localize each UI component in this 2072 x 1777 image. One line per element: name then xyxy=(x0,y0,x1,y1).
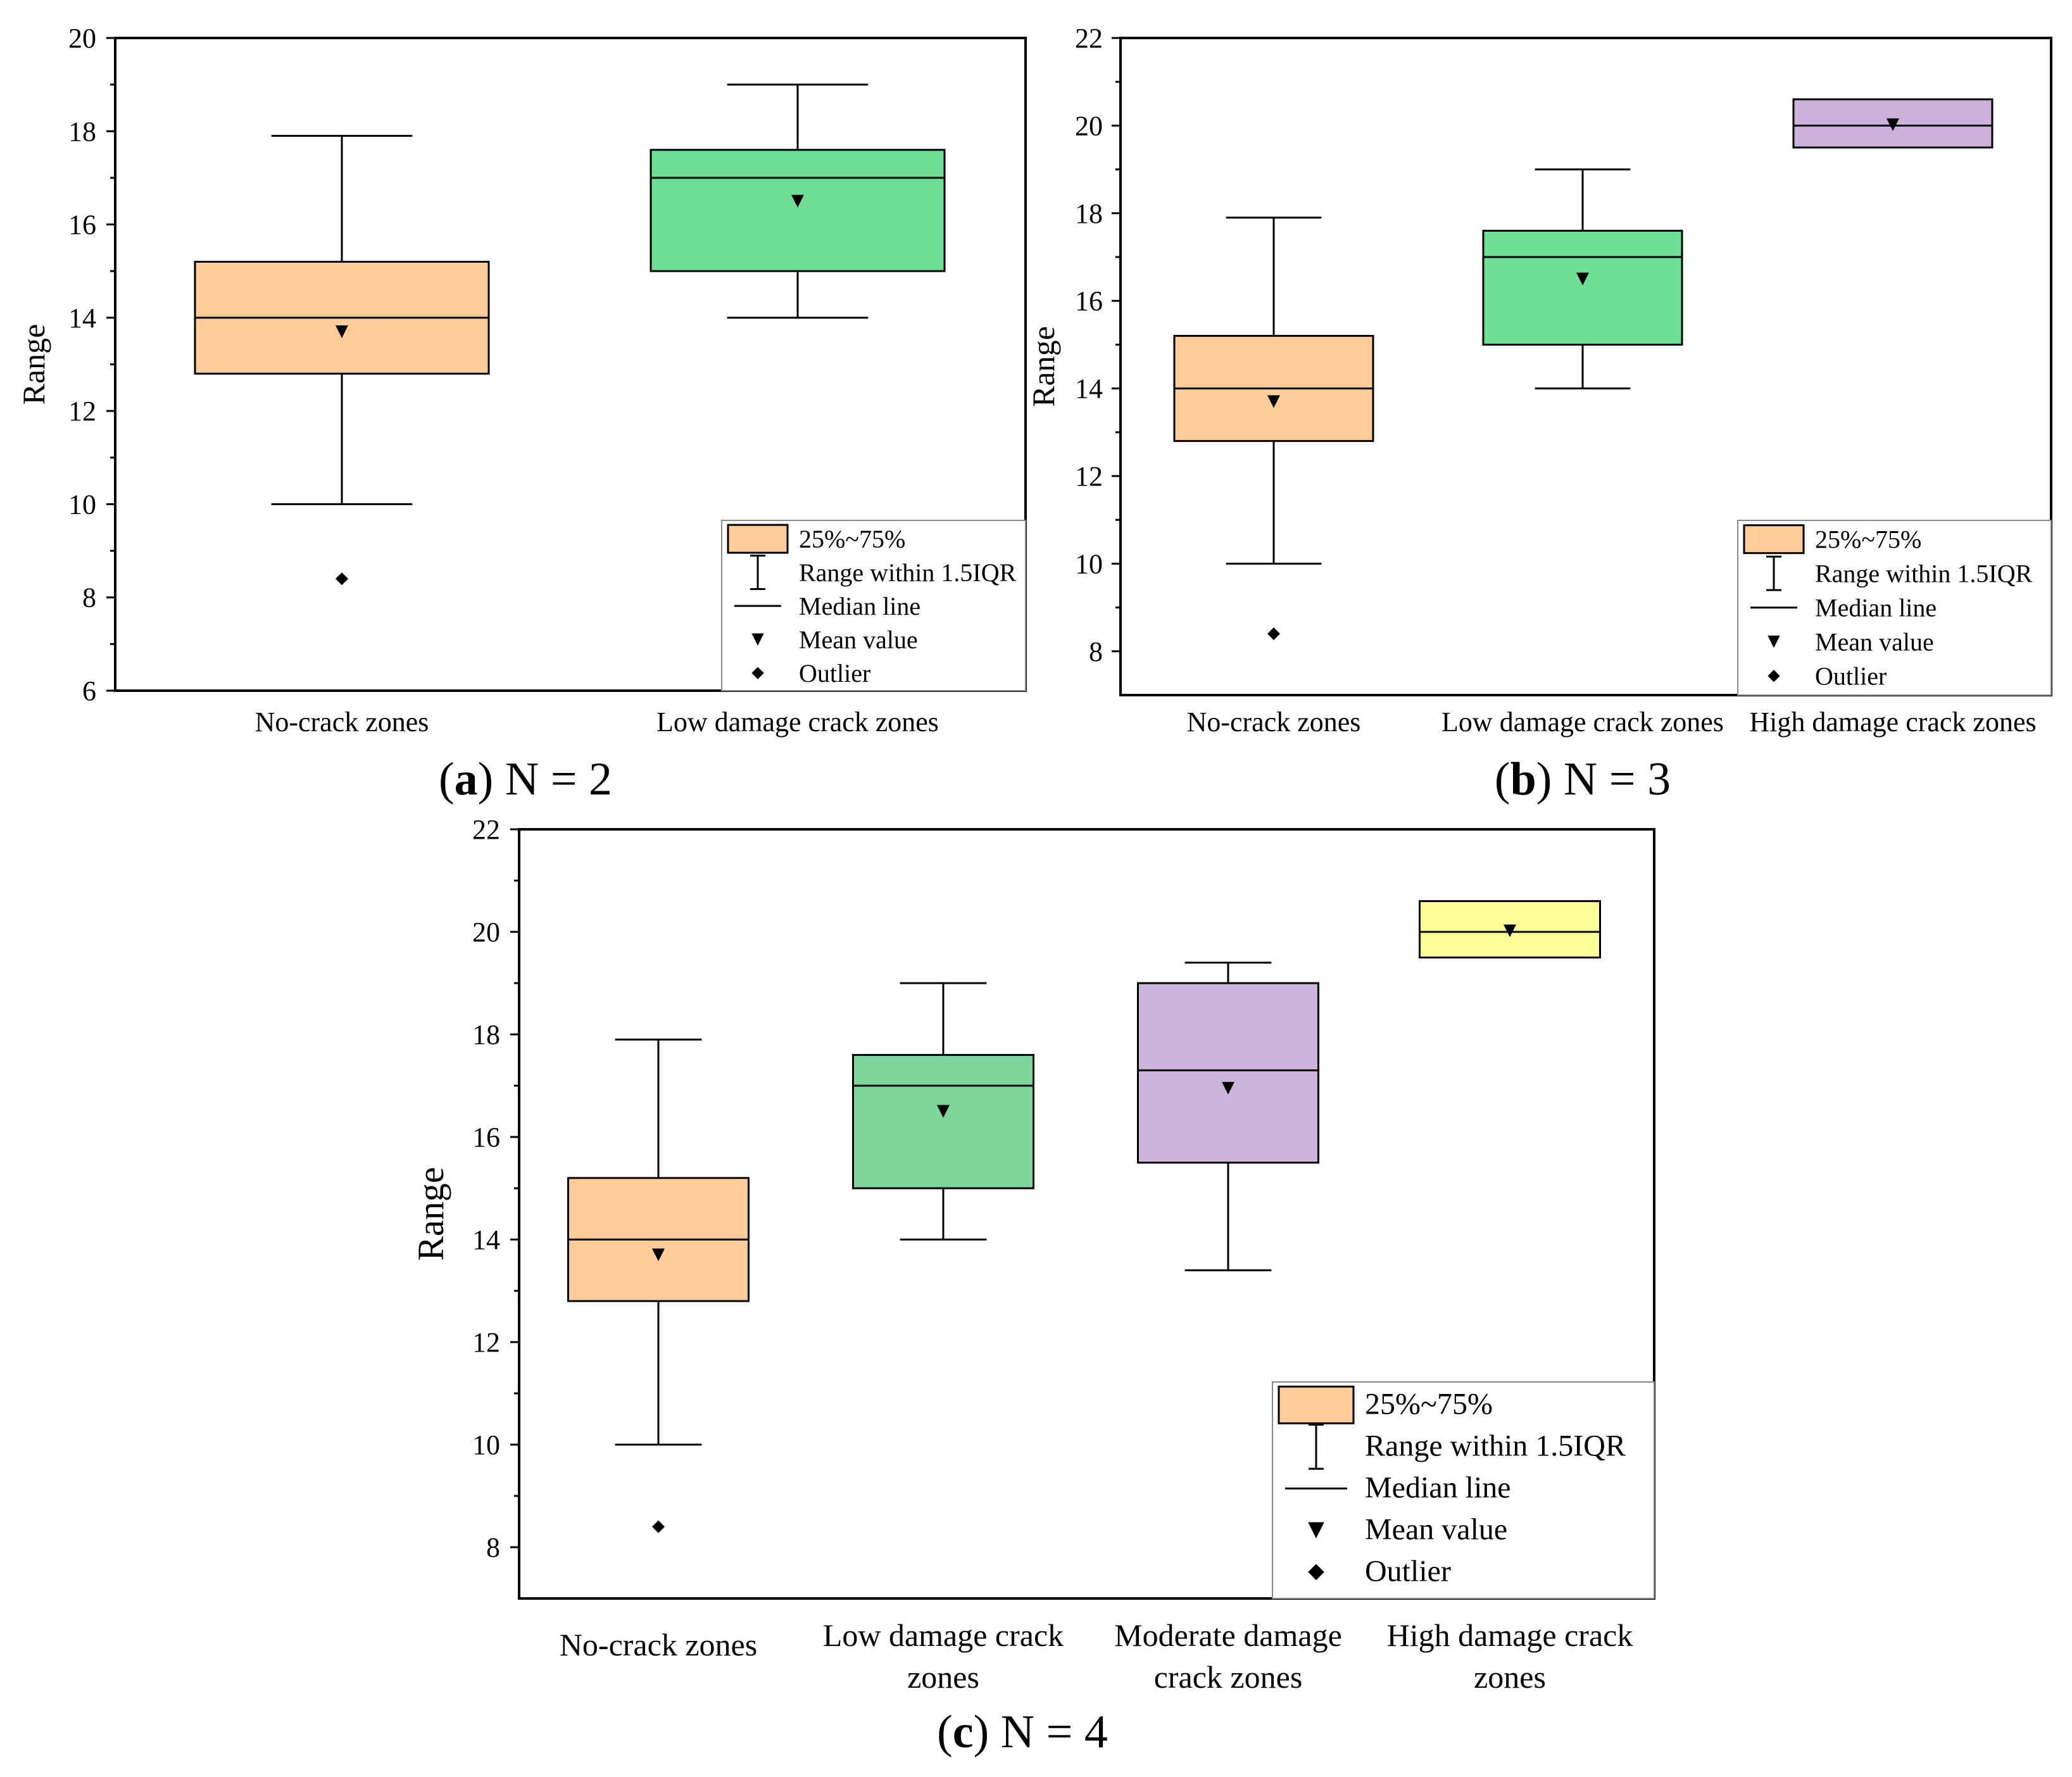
y-tick-label: 20 xyxy=(472,917,500,948)
y-tick-label: 22 xyxy=(1075,23,1103,54)
legend-box-swatch xyxy=(1279,1386,1353,1423)
caption-close-paren: ) xyxy=(974,1706,1001,1758)
x-category-label: No-crack zones xyxy=(560,1627,757,1662)
box-group xyxy=(853,983,1034,1240)
x-category-label: No-crack zones xyxy=(1187,706,1361,738)
y-tick-label: 10 xyxy=(68,489,96,520)
y-tick-label: 18 xyxy=(1075,198,1103,229)
legend-label-box: 25%~75% xyxy=(1365,1387,1493,1421)
y-tick-label: 14 xyxy=(472,1224,500,1255)
legend-label-outlier: Outlier xyxy=(1815,662,1887,691)
y-tick-label: 20 xyxy=(68,23,96,54)
legend-label-whisker: Range within 1.5IQR xyxy=(799,558,1017,587)
x-category-label: Low damage crack zones xyxy=(1441,706,1724,738)
x-category-label: High damage crack xyxy=(1387,1617,1633,1653)
y-tick-label: 8 xyxy=(486,1532,500,1563)
y-tick-label: 16 xyxy=(1075,286,1103,317)
x-category-label: High damage crack zones xyxy=(1749,706,2036,738)
y-tick-label: 22 xyxy=(472,814,500,845)
iqr-box xyxy=(853,1055,1034,1188)
legend-label-outlier: Outlier xyxy=(799,659,870,688)
outlier-marker xyxy=(652,1521,665,1533)
caption-text: N = 3 xyxy=(1564,753,1671,805)
caption-text: N = 2 xyxy=(505,753,612,805)
y-tick-label: 8 xyxy=(1089,636,1103,667)
caption-open-paren: ( xyxy=(1495,753,1510,805)
panel-caption: (c) N = 4 xyxy=(937,1706,1108,1758)
figure: 6 8 10 12 14 16 18 20 Range No-crack zones Low dam… xyxy=(0,0,2072,1777)
y-tick-label: 18 xyxy=(472,1019,500,1050)
caption-letter: a xyxy=(455,753,478,805)
y-tick-label: 10 xyxy=(1075,548,1103,579)
box-group xyxy=(1483,170,1682,389)
caption-close-paren: ) xyxy=(478,753,505,805)
y-tick-label: 20 xyxy=(1075,110,1103,141)
x-category-label: Moderate damage xyxy=(1114,1617,1342,1653)
legend-box-swatch xyxy=(728,525,788,553)
legend: 25%~75% Range within 1.5IQR Median line Mea… xyxy=(1738,520,2051,695)
legend: 25%~75% Range within 1.5IQR Median line Mea… xyxy=(722,520,1026,691)
y-tick-label: 18 xyxy=(68,116,96,147)
chart-panel-b: 8 10 12 14 16 18 20 22 Range No-crack zones Low da… xyxy=(1026,23,2051,805)
legend-label-box: 25%~75% xyxy=(1815,525,1921,554)
chart-panel-c: 8 10 12 14 16 18 20 22 Range No-crack zones Low da… xyxy=(410,814,1654,1758)
legend-label-median: Median line xyxy=(1815,594,1937,622)
y-tick-label: 12 xyxy=(1075,461,1103,492)
y-axis-label: Range xyxy=(1026,326,1061,407)
legend-label-whisker: Range within 1.5IQR xyxy=(1815,560,2033,588)
x-category-label: Low damage crack xyxy=(823,1617,1064,1653)
y-tick-label: 16 xyxy=(68,210,96,241)
x-category-label: zones xyxy=(1474,1659,1546,1695)
box-group xyxy=(195,136,489,586)
chart-panel-a: 6 8 10 12 14 16 18 20 Range No-crack zones Low dam… xyxy=(16,23,1026,805)
y-tick-label: 8 xyxy=(82,582,96,613)
y-tick-label: 12 xyxy=(68,396,96,427)
panel-caption: (a) N = 2 xyxy=(439,753,612,805)
outlier-marker xyxy=(1267,627,1280,640)
box-group xyxy=(1174,218,1373,640)
box-group xyxy=(1793,99,1992,148)
x-category-label: crack zones xyxy=(1154,1659,1303,1695)
caption-open-paren: ( xyxy=(937,1706,953,1758)
y-axis-label: Range xyxy=(410,1167,451,1260)
caption-letter: b xyxy=(1510,753,1536,805)
legend-label-mean: Mean value xyxy=(1815,628,1934,656)
box-group xyxy=(651,85,945,318)
caption-letter: c xyxy=(953,1706,974,1758)
legend-box-swatch xyxy=(1744,525,1804,553)
y-tick-label: 6 xyxy=(82,675,96,706)
box-group xyxy=(568,1039,749,1533)
outlier-marker xyxy=(336,572,348,585)
y-tick-label: 16 xyxy=(472,1122,500,1153)
box-group xyxy=(1138,963,1319,1271)
y-tick-label: 12 xyxy=(472,1327,500,1358)
iqr-box xyxy=(1138,983,1319,1163)
x-category-label: Low damage crack zones xyxy=(656,706,939,738)
y-tick-label: 14 xyxy=(68,303,96,334)
legend-label-median: Median line xyxy=(799,592,920,620)
y-tick-label: 14 xyxy=(1075,374,1103,405)
legend: 25%~75% Range within 1.5IQR Median line Mea… xyxy=(1272,1382,1654,1598)
iqr-box xyxy=(1483,230,1682,344)
iqr-box xyxy=(651,150,945,271)
x-category-label: zones xyxy=(907,1659,979,1695)
legend-label-whisker: Range within 1.5IQR xyxy=(1365,1429,1626,1462)
legend-label-outlier: Outlier xyxy=(1365,1554,1451,1588)
y-tick-label: 10 xyxy=(472,1429,500,1460)
legend-label-box: 25%~75% xyxy=(799,525,905,553)
legend-label-median: Median line xyxy=(1365,1471,1511,1504)
legend-label-mean: Mean value xyxy=(799,625,918,654)
panel-caption: (b) N = 3 xyxy=(1495,753,1671,805)
legend-label-mean: Mean value xyxy=(1365,1512,1507,1546)
box-group xyxy=(1420,901,1600,957)
x-category-label: No-crack zones xyxy=(255,706,429,738)
caption-open-paren: ( xyxy=(439,753,455,805)
caption-close-paren: ) xyxy=(1536,753,1564,805)
caption-text: N = 4 xyxy=(1001,1706,1108,1758)
y-axis-label: Range xyxy=(16,324,51,405)
